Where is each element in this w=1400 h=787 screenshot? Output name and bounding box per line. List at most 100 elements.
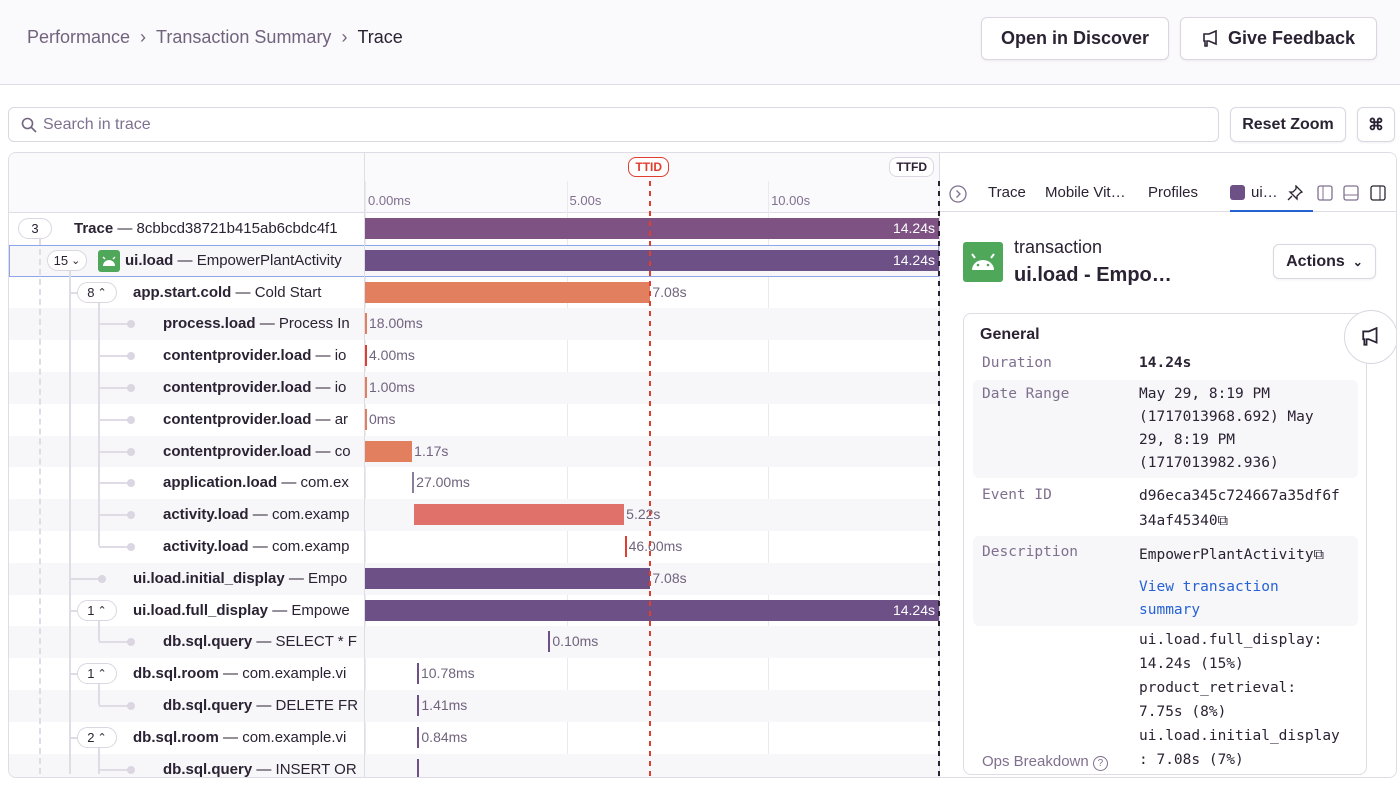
span-duration: 14.24s: [892, 220, 935, 236]
span-bar[interactable]: [365, 567, 651, 589]
span-description: com.examp: [271, 506, 350, 524]
give-feedback-button[interactable]: Give Feedback: [1180, 17, 1377, 60]
span-bar[interactable]: [548, 631, 551, 653]
span-label: activity.load — com.examp: [163, 538, 350, 555]
trace-row[interactable]: contentprovider.load — io 4.00ms: [9, 340, 939, 372]
column-resize-handle[interactable]: [364, 153, 365, 777]
trace-row[interactable]: ui.load.initial_display — Empo 7.08s: [9, 562, 939, 595]
field-value: May 29, 8:19 PM (1717013968.692) May 29,…: [1139, 386, 1314, 471]
trace-row[interactable]: 8 ⌃ app.start.cold — Cold Start 7.08s: [9, 277, 939, 309]
view-transaction-summary-link[interactable]: View transaction summary: [1139, 579, 1279, 618]
span-bar[interactable]: [413, 504, 625, 526]
span-bar[interactable]: [365, 440, 413, 462]
span-bar[interactable]: [416, 663, 419, 685]
megaphone-icon: [1203, 29, 1217, 47]
span-bar[interactable]: [365, 313, 367, 335]
search-input[interactable]: [43, 115, 1218, 134]
android-icon: [963, 242, 1003, 282]
time-tick: 10.00s: [771, 193, 811, 208]
tree-connector: [99, 641, 131, 644]
chevron-up-icon: ⌃: [97, 286, 107, 299]
trace-row[interactable]: contentprovider.load — ar 0ms: [9, 404, 939, 436]
span-bar[interactable]: [412, 472, 415, 494]
field-value: d96eca345c724667a35df6f34af45340: [1139, 488, 1340, 529]
span-op: db.sql.query: [163, 760, 253, 778]
search-bar[interactable]: [8, 107, 1219, 142]
trace-row[interactable]: db.sql.query — SELECT * F 0.10ms: [9, 626, 939, 659]
span-op: activity.load: [163, 538, 249, 555]
tab-profiles[interactable]: Profiles: [1148, 184, 1199, 201]
feedback-floating-button[interactable]: [1344, 310, 1396, 364]
tab-ui-load[interactable]: ui…: [1230, 175, 1313, 212]
span-bar[interactable]: [365, 218, 939, 239]
span-bar[interactable]: [365, 408, 367, 430]
trace-row[interactable]: activity.load — com.examp 5.22s: [9, 499, 939, 531]
span-op: application.load: [163, 474, 278, 492]
field-value: 14.24s: [1139, 355, 1192, 371]
trace-row[interactable]: db.sql.query — INSERT OR: [9, 753, 939, 778]
shortcuts-button[interactable]: ⌘: [1357, 107, 1395, 142]
tree-node-dot: [127, 320, 135, 329]
breadcrumb-performance[interactable]: Performance: [27, 27, 131, 47]
span-bar[interactable]: [365, 249, 939, 271]
field-key: Duration: [982, 355, 1052, 371]
layout-left-icon[interactable]: [1317, 185, 1333, 201]
children-count-toggle[interactable]: 1 ⌃: [77, 663, 117, 685]
span-color-swatch: [1230, 185, 1245, 200]
trace-row[interactable]: contentprovider.load — io 1.00ms: [9, 372, 939, 404]
trace-row[interactable]: 15 ⌄ ui.load — EmpowerPlantActivity 14.24s: [9, 244, 939, 277]
tree-connector: [69, 577, 101, 580]
children-count-toggle[interactable]: 8 ⌃: [77, 281, 117, 303]
trace-row[interactable]: 3 Trace — 8cbbcd38721b415ab6cbdc4f1 14.24s: [9, 213, 939, 245]
breadcrumb: Performance › Transaction Summary › Trac…: [27, 27, 403, 48]
actions-dropdown[interactable]: Actions ⌄: [1273, 244, 1376, 279]
span-duration: 7.08s: [652, 283, 687, 300]
span-bar[interactable]: [417, 695, 420, 716]
tree-node-dot: [127, 447, 135, 456]
span-duration: 14.24s: [892, 251, 935, 268]
reset-zoom-button[interactable]: Reset Zoom: [1230, 107, 1346, 142]
trace-row[interactable]: db.sql.query — DELETE FR 1.41ms: [9, 690, 939, 722]
span-label: activity.load — com.examp: [163, 506, 350, 524]
span-bar[interactable]: [365, 281, 651, 303]
span-bar[interactable]: [365, 345, 367, 367]
span-description: com.example.vi: [242, 728, 347, 746]
span-bar[interactable]: [624, 536, 627, 557]
span-bar[interactable]: [365, 377, 367, 398]
trace-row[interactable]: contentprovider.load — co 1.17s: [9, 435, 939, 468]
open-in-discover-button[interactable]: Open in Discover: [981, 17, 1169, 60]
copy-icon[interactable]: ⧉: [1313, 547, 1324, 563]
span-description: Process In: [278, 315, 350, 333]
tree-connector: [99, 514, 131, 517]
children-count-toggle[interactable]: 15 ⌄: [47, 249, 87, 271]
layout-right-icon[interactable]: [1370, 185, 1386, 201]
children-count-toggle[interactable]: 1 ⌃: [77, 599, 117, 621]
ttid-marker[interactable]: TTID: [628, 157, 670, 177]
help-icon[interactable]: ?: [1092, 756, 1108, 771]
children-count-toggle[interactable]: 2 ⌃: [77, 726, 117, 748]
span-duration: 4.00ms: [369, 347, 415, 364]
layout-bottom-icon[interactable]: [1343, 185, 1359, 201]
trace-row[interactable]: activity.load — com.examp 46.00ms: [9, 531, 939, 563]
span-bar[interactable]: [417, 758, 420, 777]
ttfd-marker[interactable]: TTFD: [889, 157, 934, 177]
children-count-toggle[interactable]: 3: [18, 218, 52, 239]
trace-row[interactable]: 2 ⌃ db.sql.room — com.example.vi 0.84ms: [9, 722, 939, 754]
breadcrumb-transaction-summary[interactable]: Transaction Summary: [156, 27, 332, 47]
children-count: 8: [87, 284, 95, 300]
tab-mobile-vitals[interactable]: Mobile Vit…: [1045, 184, 1126, 201]
trace-row[interactable]: 1 ⌃ ui.load.full_display — Empowe 14.24s: [9, 595, 939, 627]
span-description: com.examp: [271, 538, 350, 555]
span-bar[interactable]: [417, 726, 420, 748]
tree-connector: [39, 229, 41, 774]
span-description: com.ex: [300, 474, 349, 492]
collapse-drawer-icon[interactable]: [949, 185, 967, 203]
copy-icon[interactable]: ⧉: [1217, 513, 1228, 529]
span-bar[interactable]: [365, 599, 939, 621]
trace-row[interactable]: application.load — com.ex 27.00ms: [9, 467, 939, 499]
trace-row[interactable]: 1 ⌃ db.sql.room — com.example.vi 10.78ms: [9, 658, 939, 690]
trace-row[interactable]: process.load — Process In 18.00ms: [9, 308, 939, 341]
tab-trace[interactable]: Trace: [988, 184, 1026, 201]
pin-icon[interactable]: [1287, 185, 1303, 201]
tree-connector: [69, 261, 71, 774]
